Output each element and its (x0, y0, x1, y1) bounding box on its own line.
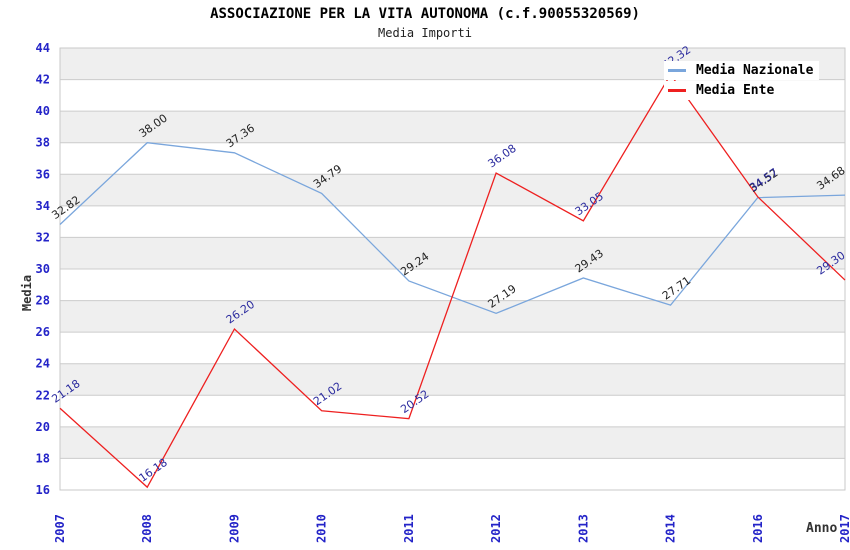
y-tick-label: 32 (36, 230, 50, 244)
plot-band (60, 458, 845, 490)
y-tick-label: 26 (36, 325, 50, 339)
y-tick-label: 42 (36, 73, 50, 87)
y-tick-label: 34 (36, 199, 50, 213)
plot-band (60, 111, 845, 143)
legend-entry-media-nazionale: Media Nazionale (664, 61, 820, 80)
legend-entry-media-ente: Media Ente (664, 81, 820, 100)
x-tick-label: 2017 (838, 514, 850, 543)
plot-band (60, 237, 845, 269)
plot-band (60, 174, 845, 206)
y-tick-label: 18 (36, 451, 50, 465)
y-tick-label: 28 (36, 294, 50, 308)
y-tick-label: 16 (36, 483, 50, 497)
x-tick-label: 2009 (227, 514, 241, 543)
plot-band (60, 363, 845, 396)
x-tick-label: 2014 (664, 514, 678, 543)
x-tick-label: 2011 (402, 514, 416, 543)
x-tick-label: 2012 (489, 514, 503, 543)
x-tick-label: 2013 (576, 514, 590, 543)
chart-title: ASSOCIAZIONE PER LA VITA AUTONOMA (c.f.9… (210, 6, 640, 22)
x-tick-label: 2008 (140, 514, 154, 543)
y-tick-label: 22 (36, 388, 50, 402)
legend-label-media-nazionale: Media Nazionale (696, 63, 814, 78)
y-axis-title: Media (20, 274, 34, 312)
plot-band (60, 300, 845, 333)
y-tick-label: 44 (36, 41, 50, 55)
legend-label-media-ente: Media Ente (696, 83, 775, 98)
series-line-media-ente (59, 73, 846, 489)
x-axis-title: Anno (806, 521, 838, 536)
y-tick-label: 40 (36, 104, 50, 118)
x-tick-label: 2016 (751, 514, 765, 543)
chart-subtitle: Media Importi (378, 26, 472, 40)
legend-swatch-media-nazionale (668, 69, 686, 72)
plot-band (60, 205, 845, 238)
plot-band (60, 395, 845, 427)
plot-band (60, 332, 845, 364)
legend-swatch-media-ente (668, 89, 686, 92)
y-tick-label: 38 (36, 136, 50, 150)
plot-band (60, 426, 845, 459)
legend: Media Nazionale Media Ente (664, 61, 820, 101)
plot-border (59, 47, 846, 491)
y-tick-label: 36 (36, 167, 50, 181)
x-tick-label: 2007 (53, 514, 67, 543)
x-tick-label: 2010 (315, 514, 329, 543)
y-tick-label: 20 (36, 420, 50, 434)
plot-band (60, 142, 845, 175)
y-tick-label: 30 (36, 262, 50, 276)
y-tick-label: 24 (36, 357, 50, 371)
